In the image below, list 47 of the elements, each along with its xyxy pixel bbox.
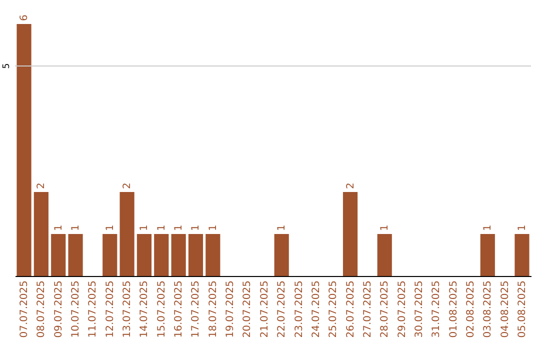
x-tick-label: 21.07.2025 [259,280,270,338]
x-tick-label: 17.07.2025 [190,280,202,338]
data-label: 1 [208,224,219,231]
data-label: 1 [190,224,202,231]
x-tick-label: 13.07.2025 [122,280,134,338]
x-tick-label: 11.07.2025 [88,280,99,338]
x-tick-label: 04.08.2025 [500,280,511,338]
x-tick-label: 15.07.2025 [156,280,168,338]
x-tick-label: 07.07.2025 [19,280,30,338]
x-tick-label: 27.07.2025 [362,280,374,338]
x-tick-label: 01.08.2025 [448,280,460,338]
data-label: 1 [139,224,150,231]
x-tick-label: 02.08.2025 [465,280,476,338]
x-tick-label: 09.07.2025 [53,280,64,338]
x-tick-label: 18.07.2025 [208,280,219,338]
data-label: 1 [104,224,116,231]
x-tick-label: 08.07.2025 [36,280,48,338]
x-tick-label: 23.07.2025 [294,280,305,338]
x-tick-label: 12.07.2025 [104,280,116,338]
data-label: 1 [156,224,168,231]
x-tick-label: 10.07.2025 [70,280,82,338]
x-tick-label: 22.07.2025 [276,280,288,338]
data-label: 2 [36,182,48,189]
x-tick-label: 29.07.2025 [396,280,408,338]
x-tick-label: 20.07.2025 [242,280,254,338]
x-tick-label: 14.07.2025 [139,280,150,338]
data-label: 1 [174,224,185,231]
data-label: 6 [19,14,30,21]
x-tick-label: 25.07.2025 [328,280,340,338]
data-label: 1 [516,224,528,231]
data-label: 1 [482,224,494,231]
data-label: 1 [276,224,288,231]
data-label: 1 [70,224,82,231]
data-label: 1 [380,224,391,231]
x-tick-label: 16.07.2025 [174,280,185,338]
x-tick-label: 30.07.2025 [414,280,425,338]
x-tick-label: 05.08.2025 [516,280,528,338]
x-tick-label: 24.07.2025 [310,280,322,338]
data-label: 1 [53,224,64,231]
data-label: 2 [122,182,134,189]
x-tick-label: 31.07.2025 [431,280,442,338]
x-tick-label: 03.08.2025 [482,280,494,338]
data-label: 2 [345,182,356,189]
x-tick-label: 28.07.2025 [380,280,391,338]
x-tick-label: 19.07.2025 [225,280,236,338]
x-tick-label: 26.07.2025 [345,280,356,338]
ref-line-label: 5 [2,63,12,69]
